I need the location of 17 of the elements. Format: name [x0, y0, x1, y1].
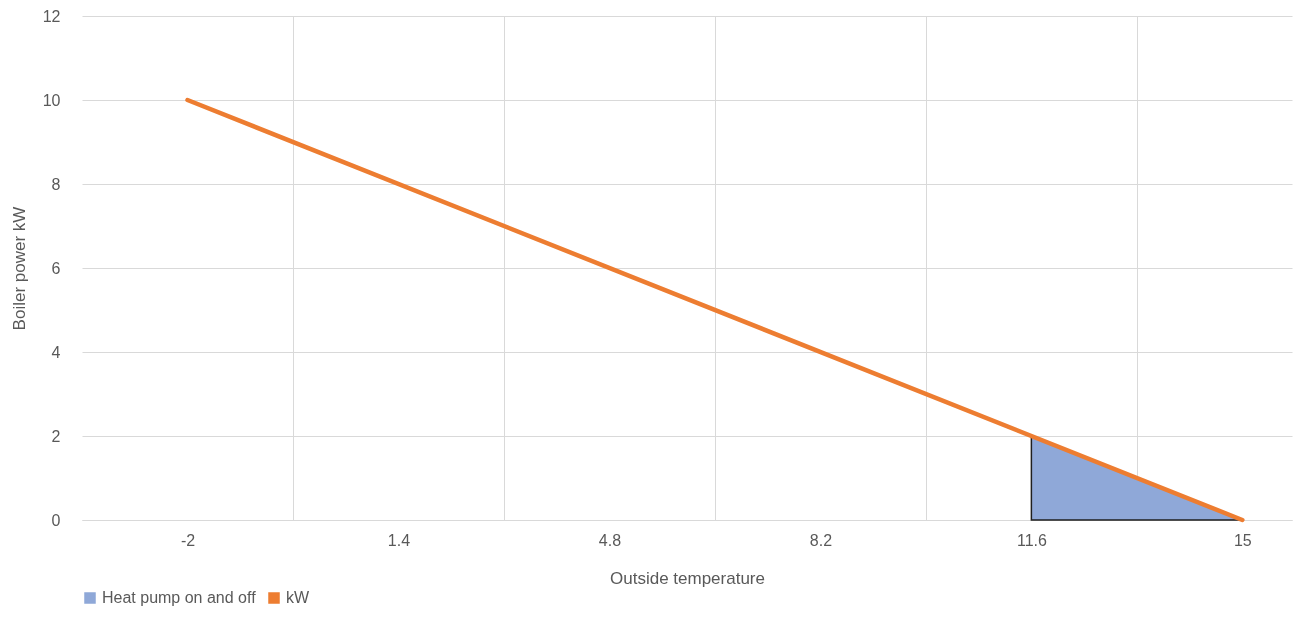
x-tick-label: 1.4: [387, 531, 411, 549]
x-axis-title: Outside temperature: [610, 568, 765, 588]
y-tick-label: 4: [51, 343, 61, 361]
x-tick-label: 11.6: [1016, 531, 1047, 549]
y-tick-label: 2: [51, 427, 61, 445]
legend-label: kW: [286, 589, 310, 606]
x-tick-label: 8.2: [809, 531, 833, 549]
x-tick-label: -2: [180, 531, 196, 549]
y-tick-label: 12: [42, 7, 61, 25]
x-tick-label: 4.8: [598, 531, 622, 549]
y-axis-title: Boiler power kW: [9, 206, 29, 331]
y-tick-label: 6: [51, 259, 61, 277]
y-tick-label: 0: [51, 511, 61, 529]
y-tick-label: 10: [42, 91, 61, 109]
x-tick-label: 15: [1233, 531, 1252, 549]
y-tick-label: 8: [51, 175, 61, 193]
legend-label: Heat pump on and off: [102, 589, 257, 606]
